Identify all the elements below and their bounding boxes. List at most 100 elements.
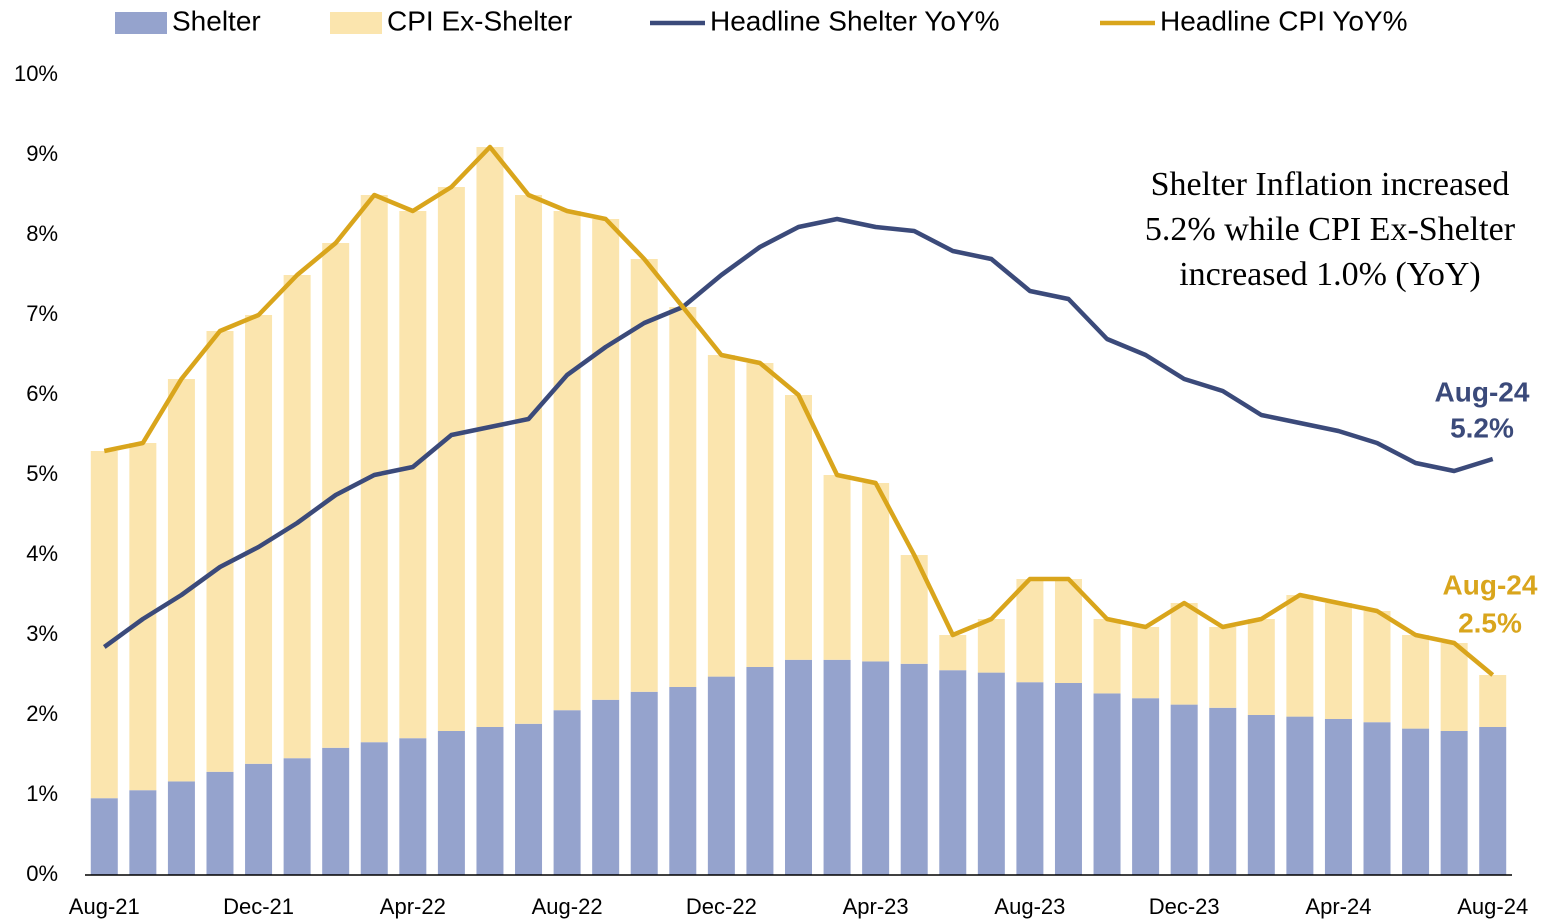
y-tick-label: 1% [26,781,58,806]
bar [206,771,234,875]
bar [823,659,851,875]
bar [977,619,1005,673]
bar [1324,603,1352,719]
bar [1479,675,1507,727]
bar [515,195,543,724]
bar [592,219,620,700]
bar [206,331,234,772]
bar [862,661,890,875]
y-tick-label: 5% [26,461,58,486]
bar [977,672,1005,875]
line [102,216,1494,649]
legend-swatch [115,12,167,34]
bar [707,676,735,875]
bar [476,147,504,727]
x-tick-label: Aug-24 [1457,894,1528,919]
bar [1209,707,1237,875]
bar [129,790,157,875]
bar [785,395,812,660]
bar [283,758,311,875]
bar [1247,619,1275,715]
y-tick-label: 2% [26,701,58,726]
y-tick-label: 4% [26,541,58,566]
bar [1132,698,1160,875]
bar [1054,683,1082,875]
bar [399,211,427,739]
x-tick-label: Dec-21 [223,894,294,919]
annotation: increased 1.0% (YoY) [1179,256,1481,293]
bar [1286,716,1314,875]
y-tick-label: 8% [26,221,58,246]
bar [630,691,658,875]
bar [1054,579,1082,683]
annotation: Aug-24 [1443,569,1538,600]
x-tick-label: Apr-23 [843,894,909,919]
bar [900,663,928,875]
bar [1479,727,1507,875]
x-tick-label: Aug-23 [994,894,1065,919]
annotation: 2.5% [1458,607,1522,638]
bar [1093,619,1121,694]
bar [1363,722,1391,875]
bar [399,738,427,875]
legend-label: Headline CPI YoY% [1160,5,1408,36]
bar [862,483,890,662]
bar [939,635,967,671]
x-tick-label: Dec-23 [1149,894,1220,919]
bar [1363,611,1391,723]
legend-label: CPI Ex-Shelter [387,5,572,36]
x-tick-label: Aug-22 [532,894,603,919]
legend-swatch [330,12,382,34]
bar [476,727,504,875]
bar [1440,731,1468,875]
bar [1402,728,1430,875]
x-tick-label: Dec-22 [686,894,757,919]
bar [1324,719,1352,875]
bar [360,195,388,743]
y-tick-label: 3% [26,621,58,646]
bar [1402,635,1430,729]
x-tick-label: Apr-24 [1305,894,1371,919]
bar [1132,627,1160,699]
line [103,144,1495,677]
bar [746,667,774,875]
bar [669,687,697,875]
bar [90,451,118,799]
bar [1016,682,1044,875]
bar [1170,704,1198,875]
y-tick-label: 0% [26,861,58,886]
bar [360,742,388,875]
bar [939,670,967,875]
y-tick-label: 6% [26,381,58,406]
annotation: Aug-24 [1435,376,1530,407]
y-tick-label: 10% [14,61,58,86]
bar [1247,715,1275,875]
bar [437,187,465,731]
bar [1170,603,1198,705]
legend-label: Shelter [172,5,261,36]
bar [553,710,581,875]
legend-label: Headline Shelter YoY% [710,5,1000,36]
bar [785,659,812,875]
bar [1016,579,1044,683]
bar [90,798,118,875]
bar [592,699,620,875]
y-tick-label: 7% [26,301,58,326]
bar [1209,627,1237,708]
bar [823,475,851,660]
x-tick-label: Aug-21 [69,894,140,919]
annotation: 5.2% [1450,412,1514,443]
bar [322,747,350,875]
bar [1286,595,1314,717]
annotation: Shelter Inflation increased [1151,166,1510,203]
bar [669,307,697,687]
bar [553,211,581,711]
bar [245,763,273,875]
y-tick-label: 9% [26,141,58,166]
bar [1093,693,1121,875]
bar [707,355,735,677]
bar [515,723,543,875]
x-tick-label: Apr-22 [380,894,446,919]
